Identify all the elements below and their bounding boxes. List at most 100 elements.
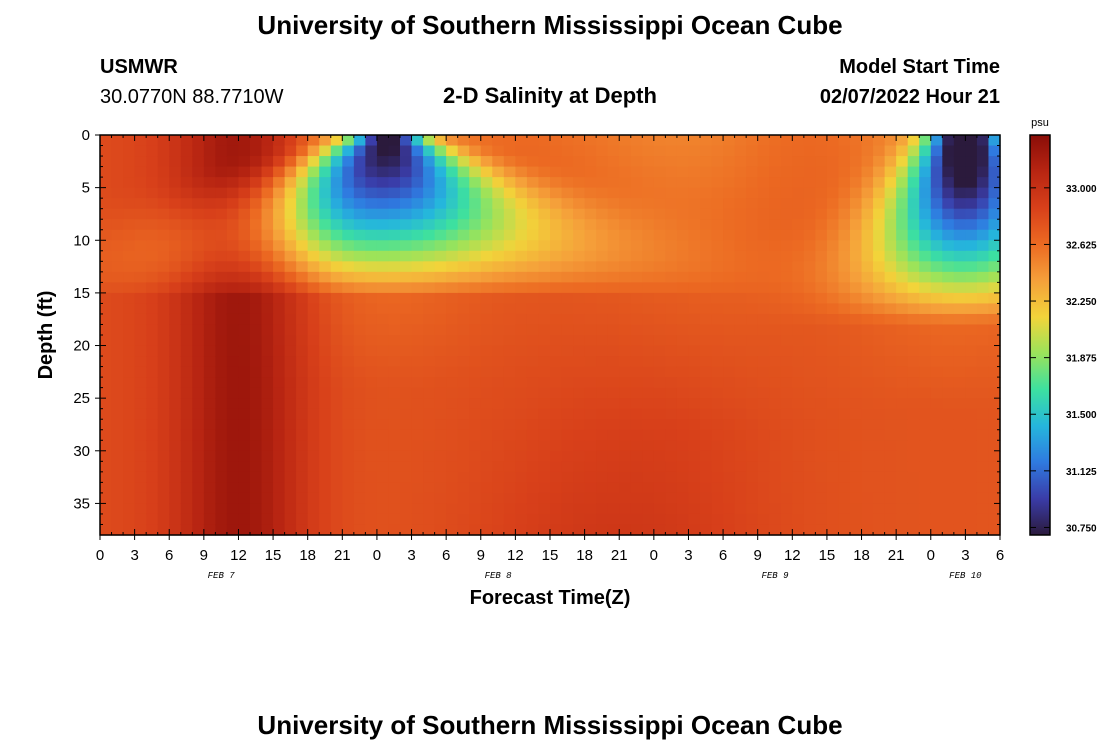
heatmap-cell — [803, 166, 816, 178]
heatmap-cell — [826, 303, 840, 315]
heatmap-cell — [896, 250, 909, 262]
heatmap-cell — [826, 377, 840, 389]
heatmap-cell — [146, 387, 159, 399]
heatmap-cell — [515, 450, 528, 462]
heatmap-cell — [780, 461, 793, 473]
heatmap-cell — [376, 208, 390, 220]
heatmap-cell — [838, 229, 851, 241]
heatmap-cell — [250, 271, 263, 283]
heatmap-cell — [676, 282, 690, 294]
heatmap-cell — [757, 377, 770, 389]
heatmap-cell — [238, 398, 251, 410]
heatmap-cell — [919, 429, 932, 441]
heatmap-cell — [700, 208, 713, 220]
heatmap-cell — [965, 524, 978, 536]
colorbar-tick-label: 30.750 — [1066, 523, 1097, 534]
heatmap-cell — [238, 156, 251, 168]
heatmap-cell — [123, 240, 136, 252]
heatmap-cell — [446, 324, 459, 336]
heatmap-cell — [665, 271, 678, 283]
heatmap-cell — [803, 471, 816, 483]
heatmap-cell — [100, 271, 113, 283]
heatmap-cell — [526, 335, 540, 347]
heatmap-cell — [976, 271, 990, 283]
heatmap-cell — [284, 156, 297, 168]
heatmap-cell — [665, 156, 678, 168]
heatmap-cell — [296, 419, 309, 431]
heatmap-cell — [988, 229, 1001, 241]
heatmap-cell — [711, 271, 724, 283]
heatmap-cell — [203, 219, 216, 231]
heatmap-cell — [826, 450, 840, 462]
heatmap-cell — [850, 419, 863, 431]
heatmap-cell — [146, 377, 159, 389]
heatmap-cell — [884, 450, 897, 462]
heatmap-cell — [688, 282, 701, 294]
heatmap-cell — [676, 482, 690, 494]
heatmap-cell — [976, 261, 990, 273]
heatmap-cell — [480, 492, 493, 505]
heatmap-cell — [815, 524, 828, 536]
heatmap-cell — [180, 387, 193, 399]
heatmap-cell — [296, 208, 309, 220]
heatmap-cell — [492, 229, 505, 241]
heatmap-cell — [411, 324, 424, 336]
heatmap-cell — [953, 177, 966, 189]
heatmap-cell — [388, 135, 401, 147]
heatmap-cell — [180, 187, 193, 199]
heatmap-cell — [319, 356, 332, 368]
heatmap-cell — [711, 335, 724, 347]
heatmap-cell — [526, 450, 540, 462]
heatmap-cell — [100, 345, 113, 357]
heatmap-cell — [157, 345, 170, 357]
heatmap-cell — [953, 303, 966, 315]
heatmap-cell — [480, 177, 493, 189]
heatmap-cell — [411, 387, 424, 399]
heatmap-cell — [803, 366, 816, 378]
heatmap-cell — [400, 345, 413, 357]
heatmap-cell — [376, 345, 390, 357]
heatmap-cell — [169, 250, 182, 262]
heatmap-cell — [492, 419, 505, 431]
heatmap-cell — [157, 208, 170, 220]
heatmap-cell — [169, 198, 182, 210]
heatmap-cell — [930, 177, 943, 189]
heatmap-cell — [584, 324, 597, 336]
heatmap-cell — [365, 398, 378, 410]
heatmap-cell — [676, 398, 690, 410]
heatmap-cell — [792, 240, 805, 252]
heatmap-cell — [930, 429, 943, 441]
heatmap-cell — [123, 408, 136, 420]
heatmap-cell — [780, 345, 793, 357]
heatmap-cell — [157, 492, 170, 505]
heatmap-cell — [780, 166, 793, 178]
heatmap-cell — [319, 387, 332, 399]
heatmap-cell — [619, 208, 632, 220]
heatmap-cell — [573, 250, 586, 262]
heatmap-cell — [330, 419, 343, 431]
heatmap-cell — [942, 240, 955, 252]
heatmap-cell — [803, 492, 816, 505]
heatmap-cell — [480, 219, 493, 231]
heatmap-cell — [561, 166, 574, 178]
heatmap-cell — [630, 303, 643, 315]
heatmap-cell — [630, 313, 643, 326]
heatmap-cell — [930, 419, 943, 431]
heatmap-cell — [619, 503, 632, 515]
heatmap-cell — [250, 335, 263, 347]
heatmap-cell — [100, 250, 113, 262]
heatmap-cell — [134, 250, 147, 262]
heatmap-cell — [607, 524, 620, 536]
heatmap-cell — [157, 356, 170, 368]
heatmap-cell — [226, 177, 240, 189]
heatmap-cell — [826, 187, 840, 199]
heatmap-cell — [538, 429, 551, 441]
heatmap-cell — [307, 177, 320, 189]
heatmap-cell — [469, 240, 482, 252]
heatmap-cell — [503, 208, 516, 220]
heatmap-cell — [838, 261, 851, 273]
heatmap-cell — [780, 177, 793, 189]
heatmap-cell — [665, 166, 678, 178]
heatmap-cell — [215, 145, 228, 157]
heatmap-cell — [307, 145, 320, 157]
